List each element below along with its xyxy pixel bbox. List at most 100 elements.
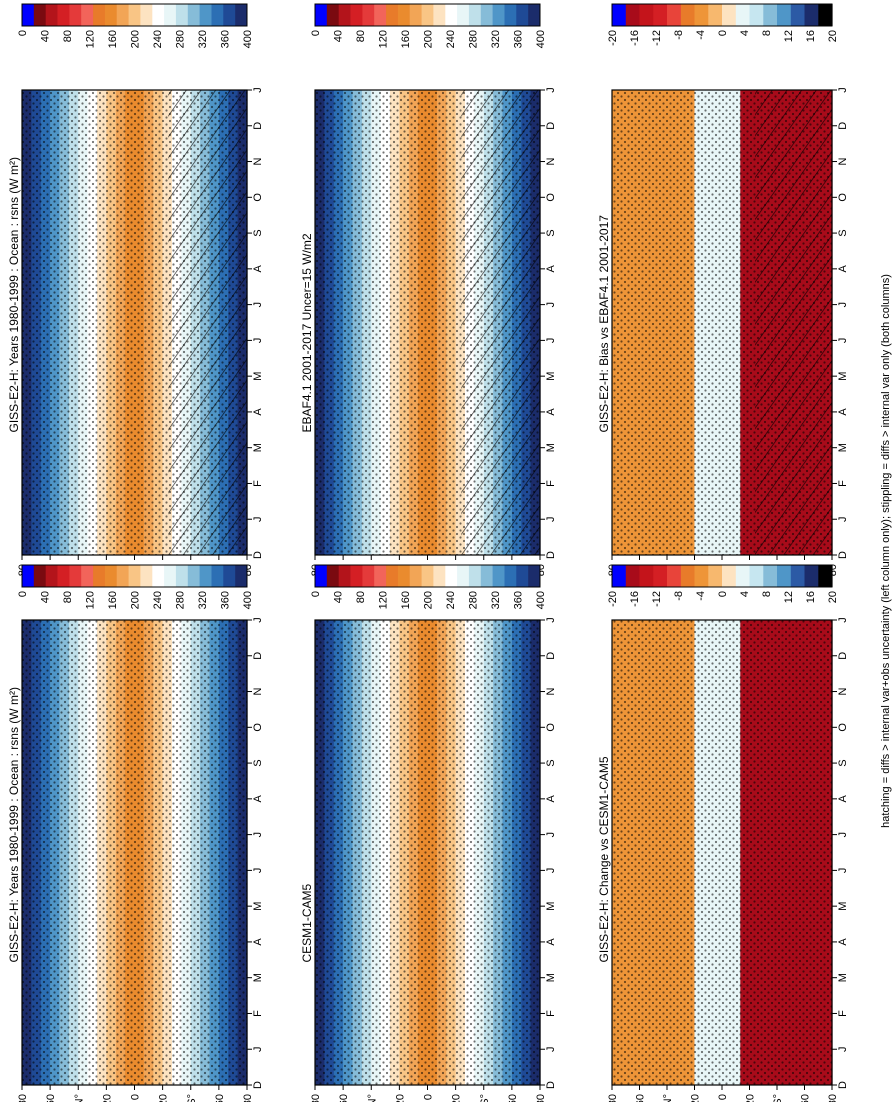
lat-label: 80: [242, 1094, 254, 1102]
month-label: N: [837, 688, 849, 696]
month-label: O: [837, 723, 849, 732]
colorbar-swatch: [338, 565, 351, 587]
month-label: A: [545, 938, 557, 946]
colorbar-label: 40: [40, 591, 52, 603]
month-label: N: [545, 688, 557, 696]
colorbar-swatch: [639, 565, 654, 587]
panel-5: GISS-E2-H: Bias vs EBAF4.1 2001-2017 D J F M…: [597, 3, 849, 576]
colorbar-swatch: [386, 565, 399, 587]
colorbar-label: 400: [242, 30, 254, 48]
colorbar-swatch: [735, 565, 751, 587]
month-label: F: [545, 480, 557, 487]
lat-label: S°: [186, 1094, 198, 1102]
month-label: N: [252, 688, 264, 696]
colorbar-swatch: [680, 4, 696, 26]
lat-label: 60: [507, 1094, 519, 1102]
colorbar-swatch: [326, 4, 340, 26]
colorbar-swatch: [362, 4, 375, 26]
colorbar-swatch: [211, 4, 224, 26]
colorbar-label: 200: [423, 30, 435, 48]
colorbar-swatch: [749, 4, 764, 26]
colorbar-label: 4: [739, 30, 751, 36]
panel-title: GISS-E2-H: Change vs CESM1-CAM5: [597, 756, 611, 962]
colorbar-swatch: [69, 4, 82, 26]
stippling-overlay: [22, 620, 247, 1085]
colorbar-label: -20: [607, 30, 619, 46]
lat-label: N°: [662, 1094, 674, 1102]
colorbar-swatch: [480, 565, 494, 587]
colorbar-label: -16: [629, 30, 641, 46]
month-label: M: [837, 973, 849, 982]
colorbar-swatch: [457, 565, 470, 587]
month-label: A: [837, 795, 849, 803]
colorbar-swatch: [140, 4, 153, 26]
colorbar-swatch: [235, 565, 248, 587]
month-label: D: [252, 1081, 264, 1089]
month-label: J: [837, 87, 849, 93]
month-label: D: [545, 1081, 557, 1089]
month-label: J: [837, 516, 849, 522]
lat-label: 0: [717, 1094, 729, 1100]
panel-title: GISS-E2-H: Years 1980-1999 : Ocean : rsn…: [7, 687, 21, 962]
colorbar-swatch: [93, 4, 106, 26]
colorbar-swatch: [528, 565, 541, 587]
stippling-overlay: [315, 620, 540, 1085]
colorbar-label: 200: [130, 591, 142, 609]
lat-label: S°: [772, 1094, 784, 1102]
month-label: J: [252, 302, 264, 308]
month-label: A: [837, 408, 849, 416]
colorbar-swatch: [612, 4, 627, 26]
colorbar-label: 16: [805, 30, 817, 42]
colorbar-swatch: [433, 4, 446, 26]
month-label: J: [837, 302, 849, 308]
month-label: M: [837, 372, 849, 381]
month-label: J: [837, 1046, 849, 1052]
month-label: J: [545, 617, 557, 623]
month-label: D: [252, 551, 264, 559]
month-label: M: [252, 973, 264, 982]
colorbar-label: -16: [629, 591, 641, 607]
colorbar-label: 200: [130, 30, 142, 48]
colorbar-swatch: [722, 4, 737, 26]
colorbar-swatch: [504, 4, 517, 26]
colorbar-swatch: [763, 565, 778, 587]
lat-label: 80: [17, 1094, 29, 1102]
colorbar: 20 16 12 8 4 0 -4 -8 -12 -16 -20: [607, 564, 839, 607]
month-label: M: [252, 443, 264, 452]
colorbar-swatch: [468, 565, 482, 587]
colorbar-swatch: [315, 4, 328, 26]
colorbar-label: 360: [220, 30, 232, 48]
colorbar-swatch: [790, 4, 806, 26]
colorbar-label: 20: [827, 591, 839, 603]
colorbar-swatch: [409, 4, 422, 26]
colorbar-swatch: [338, 4, 351, 26]
month-label: J: [837, 338, 849, 344]
colorbar-label: 80: [355, 30, 367, 42]
colorbar-label: 80: [355, 591, 367, 603]
month-label: M: [545, 973, 557, 982]
colorbar-swatch: [386, 4, 399, 26]
colorbar-label: 0: [717, 30, 729, 36]
month-label: M: [252, 372, 264, 381]
colorbar-label: 0: [310, 591, 322, 597]
colorbar-swatch: [639, 4, 654, 26]
lat-label: 80: [607, 1094, 619, 1102]
colorbar-label: 4: [739, 591, 751, 597]
footnote: hatching = diffs > internal var+obs unce…: [880, 274, 892, 828]
panel-1: GISS-E2-H: Years 1980-1999 : Ocean : rsn…: [7, 3, 264, 576]
month-label: M: [545, 372, 557, 381]
colorbar-label: 320: [197, 30, 209, 48]
colorbar-label: 400: [535, 30, 547, 48]
colorbar-label: 160: [107, 30, 119, 48]
colorbar-swatch: [722, 565, 737, 587]
lat-label: 20: [690, 1094, 702, 1102]
month-label: J: [837, 868, 849, 874]
colorbar-swatch: [93, 565, 106, 587]
month-label: M: [545, 902, 557, 911]
lat-label: 20: [394, 1094, 406, 1102]
panel-2: GISS-E2-H: Years 1980-1999 : Ocean : rsn…: [7, 564, 264, 1102]
colorbar-swatch: [374, 4, 387, 26]
lat-label: 0: [130, 1094, 142, 1100]
colorbar-label: -8: [673, 591, 685, 601]
